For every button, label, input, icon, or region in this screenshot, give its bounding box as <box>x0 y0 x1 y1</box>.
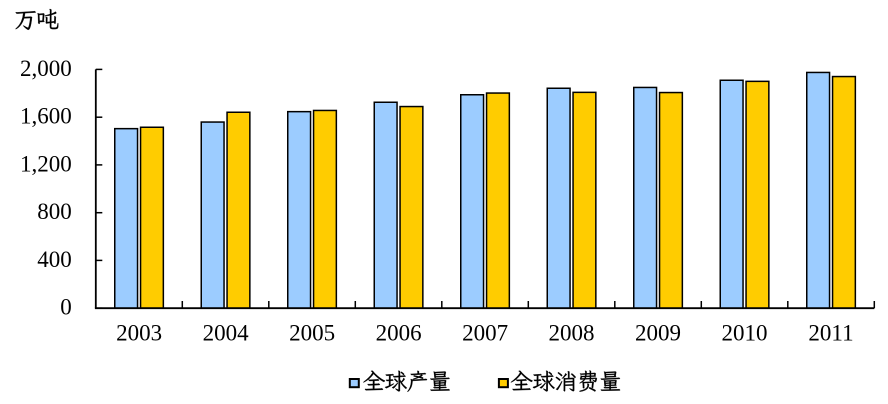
svg-text:800: 800 <box>37 199 72 224</box>
svg-text:2009: 2009 <box>635 321 681 346</box>
svg-text:2007: 2007 <box>462 321 508 346</box>
svg-text:2011: 2011 <box>808 321 853 346</box>
svg-text:2005: 2005 <box>289 321 335 346</box>
svg-text:2010: 2010 <box>722 321 768 346</box>
svg-text:1,200: 1,200 <box>20 151 72 176</box>
svg-text:2003: 2003 <box>116 321 162 346</box>
svg-text:400: 400 <box>37 247 72 272</box>
svg-text:2004: 2004 <box>203 321 250 346</box>
svg-text:2006: 2006 <box>376 321 422 346</box>
svg-text:1,600: 1,600 <box>20 104 72 129</box>
svg-text:2008: 2008 <box>549 321 595 346</box>
svg-text:2,000: 2,000 <box>20 56 72 81</box>
svg-text:0: 0 <box>60 295 72 320</box>
